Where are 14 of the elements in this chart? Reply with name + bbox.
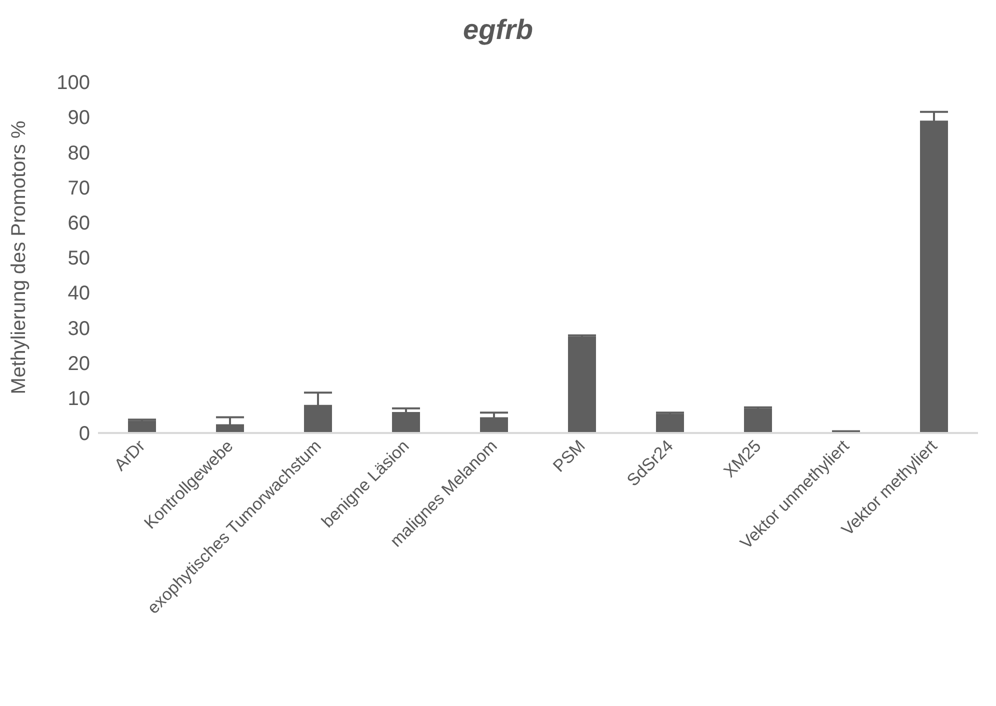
- y-tick-label: 60: [68, 212, 90, 234]
- y-tick-label: 100: [56, 72, 90, 94]
- y-tick-label: 10: [68, 388, 90, 410]
- chart-title: egfrb: [462, 13, 534, 47]
- bar: [744, 408, 772, 433]
- y-tick-label: 50: [68, 248, 90, 270]
- y-tick-label: 30: [68, 318, 90, 340]
- y-tick-label: 20: [68, 352, 90, 375]
- y-tick-label: 0: [78, 423, 90, 446]
- y-tick-label: 70: [68, 177, 90, 200]
- y-tick-label: 90: [68, 107, 90, 130]
- y-tick-label: 40: [68, 282, 90, 305]
- y-axis-title: Methylierung des Promotors %: [8, 120, 30, 394]
- y-tick-label: 80: [68, 142, 90, 164]
